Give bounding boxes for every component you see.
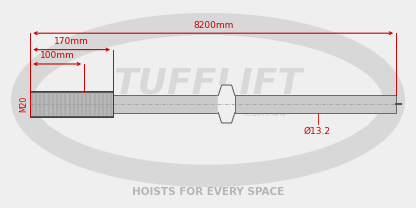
Text: TUFFLIFT: TUFFLIFT <box>114 67 302 100</box>
Text: HOISTS FOR EVERY SPACE: HOISTS FOR EVERY SPACE <box>132 187 284 197</box>
Bar <box>113 95 218 113</box>
Text: M20: M20 <box>20 96 29 112</box>
Text: 100mm: 100mm <box>40 51 74 60</box>
Text: 8200mm: 8200mm <box>193 21 233 30</box>
Text: .com.au: .com.au <box>241 108 286 118</box>
Bar <box>235 95 396 113</box>
Bar <box>30 92 113 116</box>
Text: 170mm: 170mm <box>54 37 89 46</box>
Text: Ø13.2: Ø13.2 <box>304 127 331 136</box>
